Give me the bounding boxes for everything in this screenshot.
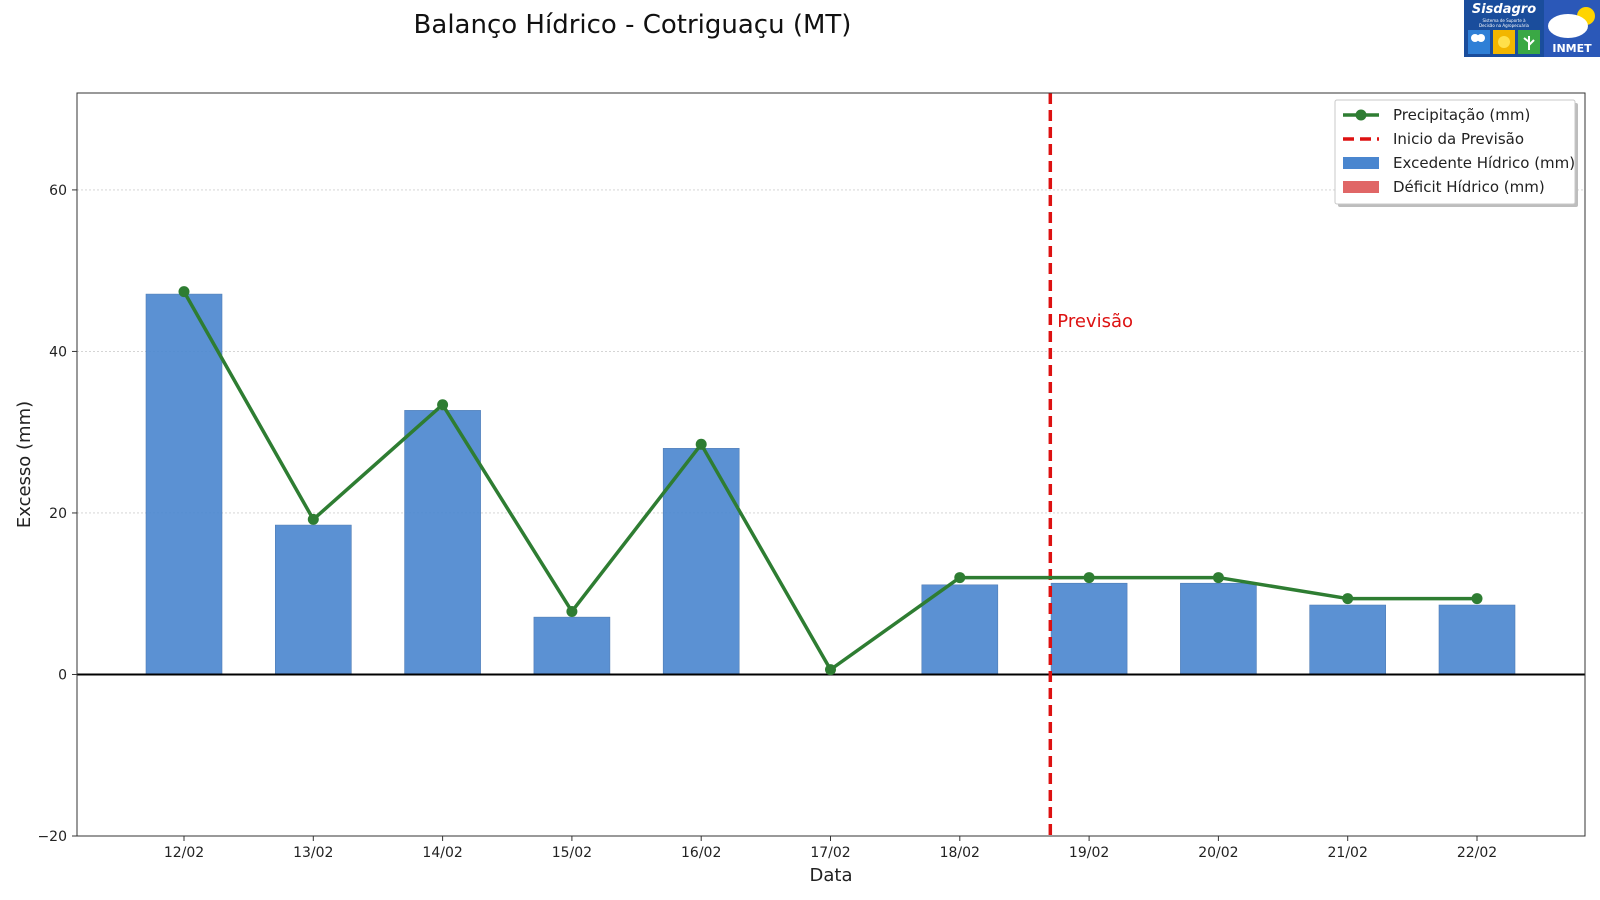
- forecast-annotation: Previsão: [1057, 311, 1133, 332]
- legend-box: [1334, 99, 1576, 205]
- precipitation-point-13/02: [307, 513, 319, 525]
- svg-text:Sistema de Suporte à: Sistema de Suporte à: [1482, 18, 1526, 23]
- bar-12/02: [145, 293, 223, 675]
- y-tick-label: 0: [58, 667, 67, 683]
- x-axis-label: Data: [810, 865, 853, 886]
- svg-text:Decisão na Agropecuária: Decisão na Agropecuária: [1479, 23, 1530, 28]
- legend-swatch-patch: [1343, 157, 1379, 169]
- precipitation-point-19/02: [1083, 572, 1095, 584]
- y-tick-label: 20: [49, 506, 67, 522]
- bar-19/02: [1050, 582, 1128, 675]
- precipitation-point-16/02: [695, 438, 707, 450]
- precipitation-point-20/02: [1212, 572, 1224, 584]
- legend-swatch-marker: [1355, 109, 1367, 121]
- chart-title: Balanço Hídrico - Cotriguaçu (MT): [413, 10, 852, 40]
- legend-label: Inicio da Previsão: [1393, 130, 1524, 148]
- precipitation-point-22/02: [1471, 593, 1483, 605]
- bar-13/02: [274, 524, 352, 675]
- x-tick-label: 19/02: [1069, 845, 1109, 861]
- precipitation-point-17/02: [825, 664, 836, 676]
- bar-16/02: [662, 448, 740, 675]
- sisdagro-inmet-logo: Sisdagro Sistema de Suporte à Decisão na…: [1464, 0, 1600, 57]
- x-tick-label: 22/02: [1457, 845, 1497, 861]
- legend-item: Precipitação (mm): [1343, 106, 1530, 124]
- x-tick-label: 15/02: [552, 845, 592, 861]
- x-tick-label: 18/02: [940, 845, 980, 861]
- x-tick-label: 12/02: [164, 845, 204, 861]
- x-tick-label: 20/02: [1198, 845, 1238, 861]
- legend-label: Déficit Hídrico (mm): [1393, 178, 1545, 196]
- bar-18/02: [921, 584, 999, 675]
- y-tick-label: 40: [49, 344, 67, 360]
- svg-text:INMET: INMET: [1552, 42, 1592, 55]
- x-tick-label: 17/02: [810, 845, 850, 861]
- legend-label: Precipitação (mm): [1393, 106, 1530, 124]
- y-axis-label: Excesso (mm): [14, 401, 35, 528]
- svg-text:Sisdagro: Sisdagro: [1472, 2, 1536, 17]
- plot-area: [77, 93, 1585, 836]
- y-tick-label: 60: [49, 183, 67, 199]
- precipitation-point-21/02: [1342, 593, 1354, 605]
- precipitation-point-14/02: [437, 399, 449, 411]
- x-tick-label: 13/02: [293, 845, 333, 861]
- x-tick-label: 16/02: [681, 845, 721, 861]
- precipitation-point-18/02: [954, 572, 966, 584]
- y-tick-label: −20: [37, 829, 67, 845]
- bar-20/02: [1180, 582, 1257, 675]
- precipitation-point-15/02: [566, 605, 578, 617]
- legend-item: Inicio da Previsão: [1343, 130, 1524, 148]
- bar-15/02: [533, 616, 611, 675]
- legend-item: Excedente Hídrico (mm): [1343, 154, 1575, 172]
- legend-item: Déficit Hídrico (mm): [1343, 178, 1545, 196]
- x-tick-label: 21/02: [1328, 845, 1368, 861]
- legend: Precipitação (mm) Inicio da Previsão Exced…: [1334, 99, 1578, 207]
- bar-22/02: [1438, 604, 1516, 675]
- legend-label: Excedente Hídrico (mm): [1393, 154, 1575, 172]
- bar-14/02: [404, 410, 481, 675]
- legend-swatch-patch: [1343, 181, 1379, 193]
- bar-21/02: [1309, 604, 1386, 675]
- x-tick-label: 14/02: [422, 845, 462, 861]
- precipitation-point-12/02: [178, 286, 190, 298]
